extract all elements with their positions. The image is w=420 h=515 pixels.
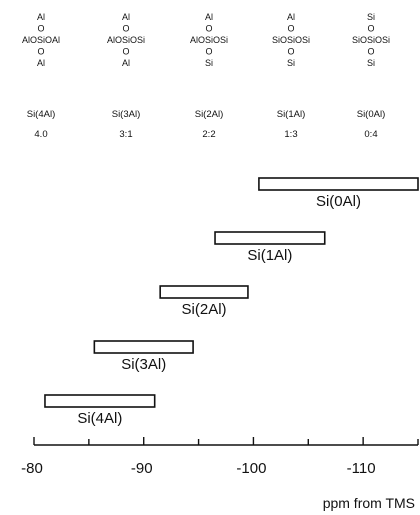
structure-line: O: [205, 47, 212, 57]
structure-line: Si: [367, 12, 375, 22]
x-tick-label: -80: [21, 460, 43, 477]
structure-line: AlOSiOSi: [190, 35, 228, 45]
structure-line: AlOSiOAl: [22, 35, 60, 45]
ratio-label: 4.0: [34, 129, 47, 140]
structure-line: O: [122, 47, 129, 57]
structure-line: AlOSiOSi: [107, 35, 145, 45]
x-tick-label: -100: [236, 460, 266, 477]
structure-line: O: [122, 24, 129, 34]
ratio-label: 1:3: [284, 129, 297, 140]
bar-label: Si(4Al): [77, 410, 122, 427]
structure-line: SiOSiOSi: [352, 35, 390, 45]
shift-range-bars: Si(0Al) Si(1Al) Si(2Al) Si(3Al) Si(4Al): [44, 177, 419, 427]
environment-label: Si(3Al): [112, 109, 141, 120]
structure-line: Al: [287, 12, 295, 22]
environment-label: Si(2Al): [195, 109, 224, 120]
structure-line: Al: [37, 12, 45, 22]
structure-line: Si: [367, 58, 375, 68]
x-tick-label: -90: [131, 460, 153, 477]
structure-line: Si: [287, 58, 295, 68]
environment-label: Si(0Al): [357, 109, 386, 120]
ratio-label: 3:1: [119, 129, 132, 140]
structure-line: Al: [122, 58, 130, 68]
environment-label: Si(4Al): [27, 109, 56, 120]
x-axis-title: ppm from TMS: [323, 495, 415, 511]
structure-line: Al: [205, 12, 213, 22]
structure-line: Si: [205, 58, 213, 68]
bar-label: Si(1Al): [247, 247, 292, 264]
structure-line: O: [367, 24, 374, 34]
structure-line: O: [287, 24, 294, 34]
structure-line: O: [205, 24, 212, 34]
environment-label: Si(1Al): [277, 109, 306, 120]
structure-line: O: [287, 47, 294, 57]
shift-range-bar: [93, 340, 194, 354]
bar-label: Si(0Al): [316, 193, 361, 210]
bar-label: Si(3Al): [121, 356, 166, 373]
structure-line: Al: [122, 12, 130, 22]
shift-range-bar: [159, 285, 249, 299]
structure-diagrams: AlOAlOSiOAlOAlSi(4Al)4.0AlOAlOSiOSiOAlSi…: [22, 12, 390, 140]
ratio-label: 2:2: [202, 129, 215, 140]
ratio-label: 0:4: [364, 129, 377, 140]
structure-line: O: [37, 47, 44, 57]
bar-label: Si(2Al): [182, 301, 227, 318]
structure-line: O: [367, 47, 374, 57]
x-axis: -80 -90 -100 -110: [21, 437, 419, 477]
structure-line: SiOSiOSi: [272, 35, 310, 45]
shift-range-bar: [258, 177, 419, 191]
shift-range-bar: [44, 394, 156, 408]
structure-line: O: [37, 24, 44, 34]
shift-range-bar: [214, 231, 326, 245]
x-tick-label: -110: [347, 460, 376, 477]
structure-line: Al: [37, 58, 45, 68]
